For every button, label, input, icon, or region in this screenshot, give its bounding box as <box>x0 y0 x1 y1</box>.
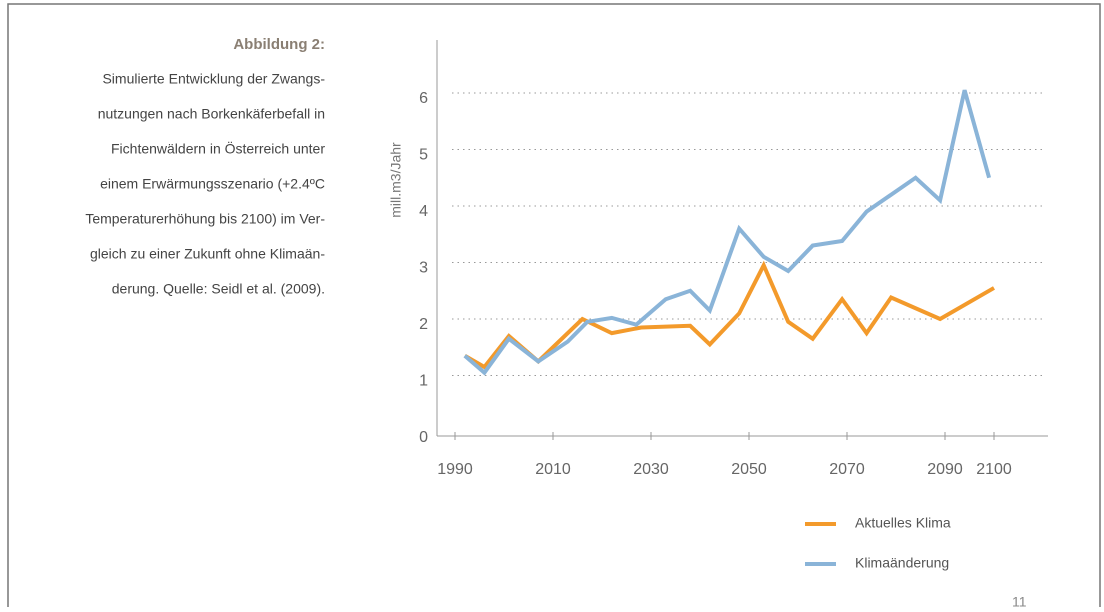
y-tick-label: 3 <box>419 260 428 277</box>
caption-line: Simulierte Entwicklung der Zwangs- <box>102 71 325 87</box>
x-tick-label: 2030 <box>633 461 669 478</box>
y-tick-label: 4 <box>419 203 428 220</box>
legend-label: Klimaänderung <box>855 555 949 571</box>
line-series <box>463 89 992 376</box>
line-series <box>463 260 995 370</box>
y-tick-label: 6 <box>419 90 428 107</box>
caption-line: Fichtenwäldern in Österreich unter <box>111 140 325 157</box>
x-tick-label: 2090 <box>927 461 963 478</box>
y-tick-label: 1 <box>419 373 428 390</box>
x-tick-label: 2100 <box>976 461 1012 478</box>
x-tick-label: 2050 <box>731 461 767 478</box>
caption-line: derung. Quelle: Seidl et al. (2009). <box>112 281 325 297</box>
y-tick-label: 5 <box>419 147 428 164</box>
caption-line: nutzungen nach Borkenkäferbefall in <box>98 106 325 122</box>
y-tick-label: 2 <box>419 316 428 333</box>
caption-line: einem Erwärmungsszenario (+2.4ºC <box>100 176 325 192</box>
legend-label: Aktuelles Klima <box>855 515 951 531</box>
x-tick-label: 2010 <box>535 461 571 478</box>
caption-title: Abbildung 2: <box>233 36 325 53</box>
page-number: 11 <box>1012 594 1027 607</box>
frame <box>7 3 1101 607</box>
x-tick-label: 2070 <box>829 461 865 478</box>
caption-line: Temperaturerhöhung bis 2100) im Ver- <box>85 211 325 227</box>
x-tick-label: 1990 <box>437 461 473 478</box>
y-tick-label: 0 <box>419 429 428 446</box>
y-axis-label: mill.m3/Jahr <box>388 142 404 218</box>
caption-line: gleich zu einer Zukunft ohne Klimaän- <box>90 246 325 262</box>
